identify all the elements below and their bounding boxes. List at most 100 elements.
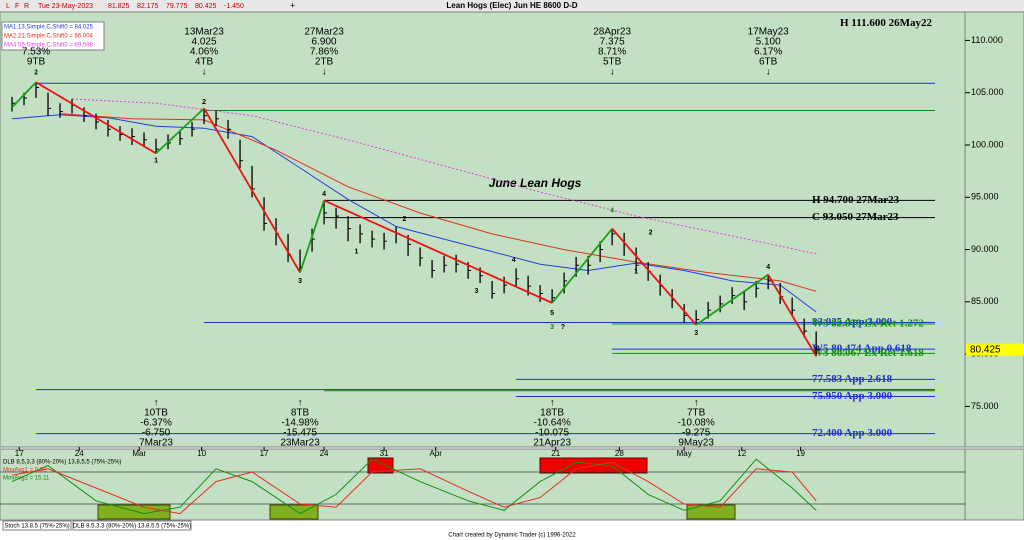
wave-label: 3	[550, 324, 554, 331]
header-quote: 82.175	[137, 3, 159, 10]
tab-label[interactable]: DLB 8.5.3.3 (80%-20%) 13.8.5.5 (75%-25%)	[73, 524, 191, 530]
turn-annotation: 8TB	[291, 408, 310, 419]
x-tick-label: 19	[796, 449, 805, 458]
y-tick-label: 105.000	[971, 87, 1004, 97]
swing-line	[611, 228, 697, 326]
cursor-symbol: +	[290, 0, 295, 10]
chart-title: Lean Hogs (Elec) Jun HE 8600 D-D	[446, 1, 577, 10]
x-tick-label: 17	[260, 449, 269, 458]
turn-annotation: 18TB	[540, 408, 564, 419]
oversold-zone	[686, 504, 736, 520]
swing-line	[767, 274, 817, 357]
turn-annotation: -10.08%	[678, 418, 715, 429]
swing-line	[695, 273, 769, 326]
turn-annotation: 6TB	[759, 57, 778, 68]
moving-average-line	[11, 114, 817, 313]
x-tick-label: 24	[75, 449, 84, 458]
header-date: Tue 23-May-2023	[38, 3, 93, 10]
wave-label: 2	[403, 216, 407, 223]
wave-label: 5	[550, 310, 554, 317]
turn-annotation: 17May23	[748, 27, 790, 38]
level-label: W5 80.474 App 0.618	[812, 343, 912, 355]
level-label: 83.025 App 3.000	[812, 316, 893, 328]
legend-entry: MA1:13,Simple,C,Shift0 = 84.025	[4, 25, 94, 31]
header-quote: 81.825	[108, 3, 130, 10]
wave-label: 3	[475, 288, 479, 295]
turn-annotation: 7.53%	[22, 47, 50, 58]
turn-annotation: -14.98%	[281, 418, 318, 429]
level-label: W5 82.875 Ex Ret 1.272	[812, 318, 924, 330]
y-tick-label: 75.000	[971, 401, 999, 411]
level-label: C 93.050 27Mar23	[812, 211, 899, 223]
level-label: 77.583 App 2.618	[812, 373, 893, 385]
wave-label: 1	[154, 158, 158, 165]
turn-annotation: ↑	[154, 398, 159, 409]
price-panel	[0, 11, 966, 448]
swing-line	[323, 199, 553, 304]
wave-label: ?	[561, 324, 565, 331]
turn-annotation: ↓	[202, 67, 207, 78]
wave-label: 2	[202, 99, 206, 106]
turn-annotation: -9.275	[682, 428, 711, 439]
toolbar-icon[interactable]: L	[6, 3, 10, 10]
toolbar-icon[interactable]: R	[24, 3, 29, 10]
oversold-zone	[97, 504, 171, 520]
turn-annotation: ↓	[610, 67, 615, 78]
turn-annotation: 8.71%	[598, 47, 626, 58]
x-tick-label: 31	[380, 449, 389, 458]
price-axis-panel	[964, 11, 1024, 448]
turn-annotation: 4.06%	[190, 47, 218, 58]
swing-line	[35, 81, 157, 155]
turn-annotation: 6.900	[312, 37, 337, 48]
turn-annotation: 9TB	[27, 57, 46, 68]
overbought-zone	[367, 457, 394, 474]
turn-annotation: 6.17%	[754, 47, 782, 58]
legend-box	[1, 21, 105, 51]
level-label: H 111.600 26May22	[840, 17, 932, 29]
y-tick-label: 90.000	[971, 244, 999, 254]
legend-entry: MA2:21,Simple,C,Shift0 = 86.004	[4, 34, 94, 40]
tab-label[interactable]: Stoch 13.8.5 (75%-25%)	[4, 524, 69, 530]
turn-annotation: 4.025	[192, 37, 217, 48]
wave-label: 4	[322, 191, 326, 198]
turn-annotation: 7TB	[687, 408, 706, 419]
turn-annotation: 13Mar23	[184, 27, 224, 38]
indicator-line	[11, 461, 817, 515]
turn-annotation: 7.86%	[310, 47, 338, 58]
turn-annotation: 7.375	[600, 37, 625, 48]
tab[interactable]	[72, 520, 192, 531]
header-quote: 80.425	[195, 3, 217, 10]
oversold-zone	[269, 504, 319, 520]
y-tick-label: 110.000	[971, 35, 1003, 45]
wave-label: 3	[694, 330, 698, 337]
turn-annotation: 23Mar23	[280, 438, 320, 449]
toolbar-icon[interactable]: F	[15, 3, 19, 10]
wave-label: 4	[766, 264, 770, 271]
x-tick-label: 12	[737, 449, 746, 458]
tab[interactable]	[2, 520, 72, 531]
indicator-label: MovAvg1 = 0.00	[3, 468, 47, 474]
level-label: H 94.700 27Mar23	[812, 194, 900, 206]
turn-annotation: ↑	[550, 398, 555, 409]
legend-entry: MA4:55,Simple,C,Shift0 = 89.598	[4, 43, 94, 49]
turn-annotation: -10.075	[535, 428, 569, 439]
level-label: 75.950 App 3.000	[812, 390, 893, 402]
header-quote: 79.775	[166, 3, 188, 10]
footer: Chart created by Dynamic Trader (c) 1996…	[448, 533, 576, 539]
swing-line	[299, 200, 325, 273]
turn-annotation: 21Apr23	[533, 438, 571, 449]
turn-annotation: -15.475	[283, 428, 317, 439]
x-tick-label: 10	[197, 449, 206, 458]
header-quote: -1.450	[224, 3, 244, 10]
level-label: 72.400 App 3.000	[812, 427, 893, 439]
x-tick-label: 24	[320, 449, 329, 458]
turn-annotation: ↓	[766, 67, 771, 78]
turn-annotation: -10.64%	[533, 418, 570, 429]
x-tick-label: 21	[551, 449, 560, 458]
turn-annotation: ↑	[694, 398, 699, 409]
wave-label: 3	[298, 278, 302, 285]
wave-label: 4	[610, 208, 614, 215]
turn-annotation: 9May23	[678, 438, 714, 449]
y-tick-label: 95.000	[971, 192, 999, 202]
